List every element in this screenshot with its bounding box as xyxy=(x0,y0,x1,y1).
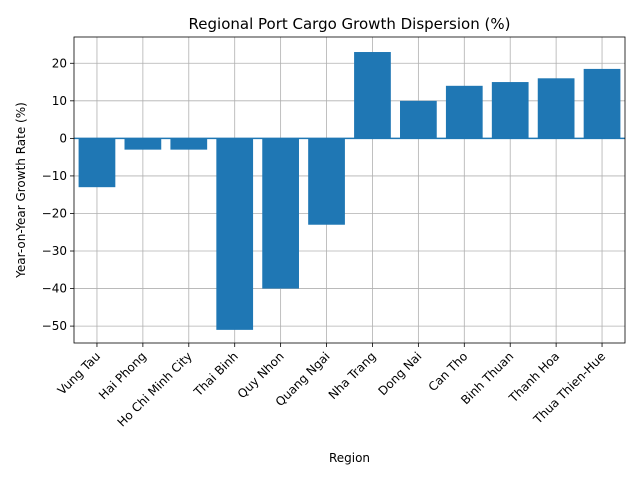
y-tick-label: 10 xyxy=(52,94,67,108)
bar-binh-thuan xyxy=(491,82,529,139)
x-tick-label: Can Tho xyxy=(426,349,471,394)
bar-nha-trang xyxy=(354,52,391,139)
bar-thanh-hoa xyxy=(537,78,575,139)
bar-dong-nai xyxy=(400,100,437,139)
x-tick-label: Nha Trang xyxy=(326,349,379,402)
x-tick-label: Dong Nai xyxy=(375,349,424,398)
y-tick-label: −20 xyxy=(42,206,67,220)
y-axis-ticks: −50 −40 −30 −20 −10 0 10 20 xyxy=(42,56,74,333)
y-tick-label: −10 xyxy=(42,169,67,183)
x-tick-label: Vung Tau xyxy=(55,349,103,397)
bars xyxy=(78,52,621,330)
y-tick-label: −50 xyxy=(42,319,67,333)
bar-hai-phong xyxy=(124,138,162,150)
bar-ho-chi-minh-city xyxy=(170,138,208,150)
y-tick-label: 20 xyxy=(52,56,67,70)
bar-thua-thien-hue xyxy=(583,68,621,139)
y-axis-label: Year-on-Year Growth Rate (%) xyxy=(14,102,28,279)
chart-title: Regional Port Cargo Growth Dispersion (%… xyxy=(189,15,511,33)
bar-quang-ngai xyxy=(308,138,345,225)
bar-thai-binh xyxy=(216,138,254,330)
bar-vung-tau xyxy=(78,138,116,188)
bar-can-tho xyxy=(445,85,483,139)
y-tick-label: −30 xyxy=(42,244,67,258)
plot-frame xyxy=(73,36,626,344)
x-axis-label: Region xyxy=(329,451,370,465)
y-tick-label: −40 xyxy=(42,282,67,296)
x-tick-label: Thai Binh xyxy=(190,349,240,399)
bar-quy-nhon xyxy=(262,138,299,289)
y-tick-label: 0 xyxy=(59,131,67,145)
